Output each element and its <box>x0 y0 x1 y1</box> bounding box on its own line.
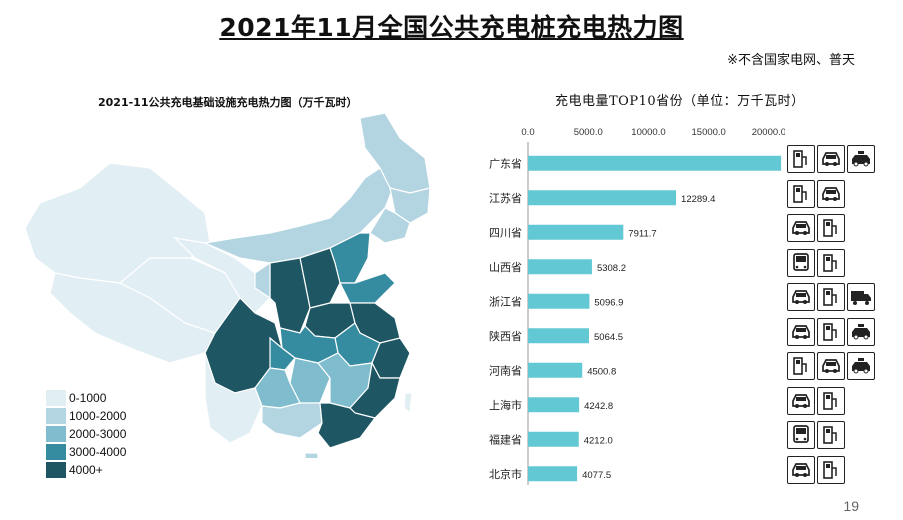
legend-label: 0-1000 <box>69 391 107 405</box>
bar <box>528 155 782 171</box>
bar <box>528 431 579 447</box>
icon-row <box>787 317 875 346</box>
taxi-icon <box>847 145 875 173</box>
data-label: 5064.5 <box>594 332 623 343</box>
bar-chart: 0.05000.010000.015000.020000.0广东省21009.8… <box>489 127 785 485</box>
legend-swatch <box>46 462 66 478</box>
legend-label: 3000-4000 <box>69 445 127 459</box>
chart-title: 充电电量TOP10省份（单位：万千瓦时） <box>555 94 805 109</box>
charger-icon <box>817 248 845 277</box>
x-tick-label: 5000.0 <box>574 127 603 138</box>
charger-icon <box>817 455 845 484</box>
legend-item: 2000-3000 <box>46 425 126 443</box>
region-chongqing <box>269 336 296 371</box>
icon-row <box>787 179 845 208</box>
bar <box>528 224 624 240</box>
region-guangdong <box>317 402 377 449</box>
region-yunnan <box>204 352 263 444</box>
china-heat-map <box>24 112 431 458</box>
taxi-icon <box>847 352 875 380</box>
category-label: 江苏省 <box>489 192 522 205</box>
taxi-icon <box>847 317 875 346</box>
data-label: 4212.0 <box>584 435 613 446</box>
icon-row <box>787 145 875 173</box>
region-hainan <box>304 452 319 458</box>
bus-icon <box>787 248 815 277</box>
data-label: 4242.8 <box>584 401 613 412</box>
charger-icon <box>787 145 815 173</box>
category-label: 陕西省 <box>489 329 522 343</box>
car-icon <box>817 145 845 173</box>
truck-icon <box>847 283 875 311</box>
car-icon <box>787 214 815 242</box>
bar <box>528 190 677 206</box>
bar <box>528 362 583 378</box>
car-icon <box>787 283 815 311</box>
bar <box>528 293 590 309</box>
region-gansu <box>173 237 271 314</box>
charger-icon <box>817 386 845 415</box>
page-title: 2021年11月全国公共充电桩充电热力图 <box>219 13 684 42</box>
legend-item: 0-1000 <box>46 389 126 407</box>
data-label: 7911.7 <box>628 228 656 239</box>
data-label: 12289.4 <box>681 194 715 205</box>
legend-label: 4000+ <box>69 463 103 477</box>
legend-item: 1000-2000 <box>46 407 126 425</box>
category-label: 四川省 <box>489 226 522 239</box>
category-label: 广东省 <box>489 157 522 170</box>
icon-row <box>787 352 875 380</box>
category-label: 浙江省 <box>489 295 522 308</box>
x-tick-label: 0.0 <box>521 127 534 138</box>
bus-icon <box>787 421 815 449</box>
category-label: 福建省 <box>489 432 522 446</box>
region-ningxia <box>254 261 271 300</box>
region-guangxi <box>261 402 323 439</box>
legend-item: 4000+ <box>46 461 126 479</box>
legend-swatch <box>46 390 66 406</box>
bar <box>528 466 578 482</box>
map-title: 2021-11公共充电基础设施充电热力图（万千瓦时） <box>98 96 358 109</box>
bar <box>528 328 590 344</box>
icon-row <box>787 386 845 415</box>
car-icon <box>787 386 815 415</box>
car-icon <box>787 317 815 346</box>
car-icon <box>817 179 845 208</box>
legend-label: 2000-3000 <box>69 427 127 441</box>
car-icon <box>787 455 815 484</box>
charger-icon <box>787 179 815 208</box>
legend-swatch <box>46 408 66 424</box>
icon-row <box>787 421 845 449</box>
legend-swatch <box>46 426 66 442</box>
charger-icon <box>817 317 845 346</box>
charger-icon <box>817 421 845 449</box>
icon-row <box>787 455 845 484</box>
region-taiwan <box>403 392 413 415</box>
data-label: 5308.2 <box>597 263 626 274</box>
legend-label: 1000-2000 <box>69 409 127 423</box>
data-label: 4500.8 <box>587 366 616 377</box>
data-label: 4077.5 <box>582 470 611 481</box>
charger-icon <box>787 352 815 380</box>
legend-swatch <box>46 444 66 460</box>
legend-item: 3000-4000 <box>46 443 126 461</box>
x-tick-label: 10000.0 <box>631 127 665 138</box>
charger-icon <box>817 283 845 311</box>
car-icon <box>817 352 845 380</box>
charger-icon <box>817 214 845 242</box>
category-label: 山西省 <box>489 261 522 274</box>
bar <box>528 397 580 413</box>
x-tick-label: 20000.0 <box>752 127 785 138</box>
category-label: 河南省 <box>489 364 522 377</box>
x-tick-label: 15000.0 <box>692 127 726 138</box>
data-label: 5096.9 <box>594 297 623 308</box>
icon-row <box>787 214 845 242</box>
icon-row <box>787 248 845 277</box>
icon-row <box>787 283 875 311</box>
page-number: 19 <box>843 498 859 514</box>
category-label: 北京市 <box>489 467 522 481</box>
note-text: ※不含国家电网、普天 <box>727 53 855 68</box>
bar <box>528 259 592 275</box>
category-label: 上海市 <box>489 398 522 412</box>
map-legend: 0-1000 1000-2000 2000-3000 3000-4000 400… <box>46 389 126 479</box>
